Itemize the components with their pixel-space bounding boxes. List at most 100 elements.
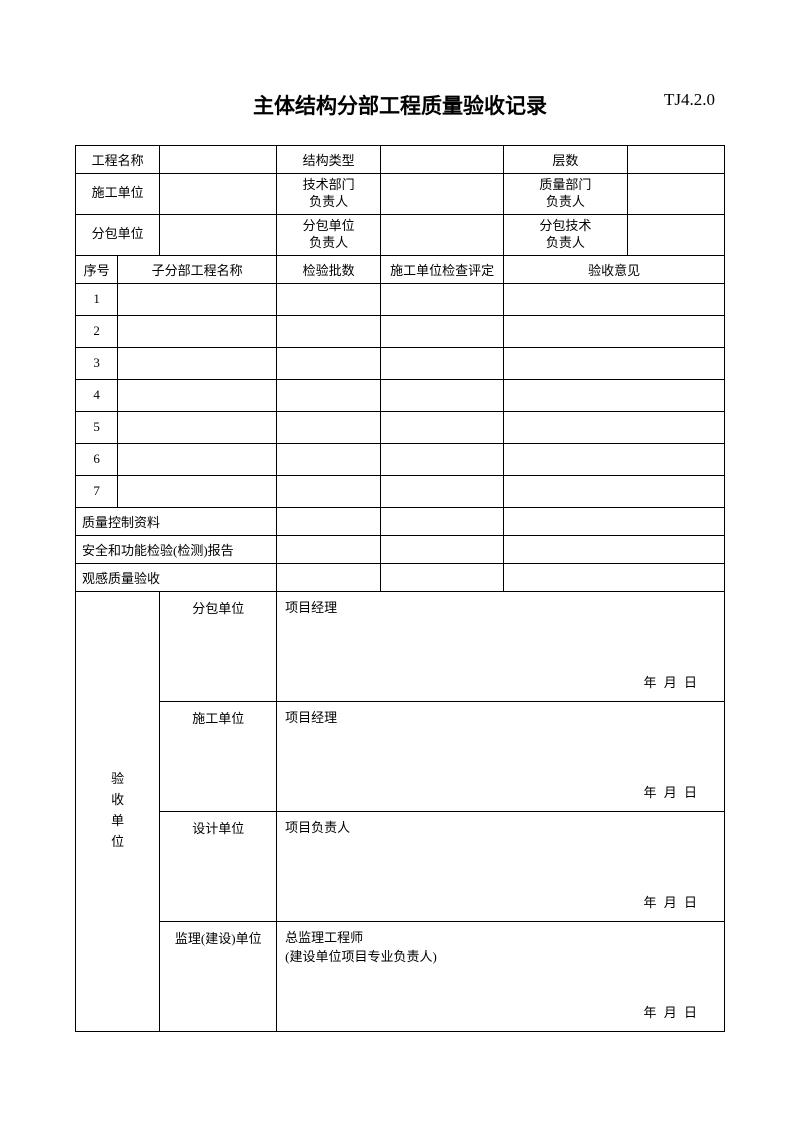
label-floors: 层数 [504,146,627,174]
table-row: 施工单位 技术部门 负责人 质量部门 负责人 [76,174,725,215]
value-cell [380,146,503,174]
table-row: 6 [76,443,725,475]
value-cell [277,535,381,563]
value-cell [118,379,277,411]
label-sub-person: 分包单位 负责人 [277,214,381,255]
value-cell [118,411,277,443]
table-row: 观感质量验收 [76,563,725,591]
signature-row: 监理(建设)单位 总监理工程师 (建设单位项目专业负责人) 年 月 日 [76,921,725,1031]
seq-cell: 5 [76,411,118,443]
label-sub-tech: 分包技术 负责人 [504,214,627,255]
value-cell [504,411,725,443]
table-row: 安全和功能检验(检测)报告 [76,535,725,563]
label-construction-unit: 施工单位 [76,174,160,215]
date-label: 年 月 日 [643,892,699,911]
role-label: 项目经理 [285,600,337,615]
table-row: 序号 子分部工程名称 检验批数 施工单位检查评定 验收意见 [76,255,725,283]
col-batches: 检验批数 [277,255,381,283]
value-cell [277,443,381,475]
value-cell [380,283,503,315]
value-cell [160,214,277,255]
value-cell [118,315,277,347]
signature-row: 施工单位 项目经理 年 月 日 [76,701,725,811]
value-cell [118,347,277,379]
table-row: 工程名称 结构类型 层数 [76,146,725,174]
value-cell [504,283,725,315]
main-table: 工程名称 结构类型 层数 施工单位 技术部门 负责人 质量部门 负责人 分包单位… [75,145,725,1032]
value-cell [380,315,503,347]
table-row: 3 [76,347,725,379]
label-subcontractor: 分包单位 [76,214,160,255]
page-title: 主体结构分部工程质量验收记录 [75,90,725,120]
label-supervision-unit: 监理(建设)单位 [160,921,277,1031]
role-label: 项目经理 [285,710,337,725]
col-seq: 序号 [76,255,118,283]
value-cell [380,411,503,443]
value-cell [160,146,277,174]
signature-area: 总监理工程师 (建设单位项目专业负责人) 年 月 日 [277,921,725,1031]
value-cell [277,475,381,507]
value-cell [277,347,381,379]
value-cell [627,214,724,255]
label-tech-dept: 技术部门 负责人 [277,174,381,215]
value-cell [380,563,503,591]
value-cell [277,379,381,411]
value-cell [118,475,277,507]
value-cell [504,507,725,535]
value-cell [380,507,503,535]
signature-area: 项目经理 年 月 日 [277,591,725,701]
label-quality-control: 质量控制资料 [76,507,277,535]
value-cell [380,475,503,507]
value-cell [380,174,503,215]
seq-cell: 3 [76,347,118,379]
value-cell [380,535,503,563]
value-cell [504,535,725,563]
date-label: 年 月 日 [643,672,699,691]
value-cell [627,174,724,215]
value-cell [380,347,503,379]
value-cell [277,315,381,347]
value-cell [380,379,503,411]
value-cell [380,443,503,475]
col-subproject: 子分部工程名称 [118,255,277,283]
col-inspection: 施工单位检查评定 [380,255,503,283]
value-cell [118,443,277,475]
value-cell [504,379,725,411]
table-row: 5 [76,411,725,443]
role-label: 总监理工程师 [285,930,363,945]
value-cell [160,174,277,215]
value-cell [504,475,725,507]
seq-cell: 6 [76,443,118,475]
date-label: 年 月 日 [643,1002,699,1021]
value-cell [277,411,381,443]
signature-row: 设计单位 项目负责人 年 月 日 [76,811,725,921]
value-cell [277,283,381,315]
seq-cell: 2 [76,315,118,347]
role-label: 项目负责人 [285,820,350,835]
table-row: 分包单位 分包单位 负责人 分包技术 负责人 [76,214,725,255]
value-cell [504,443,725,475]
date-label: 年 月 日 [643,782,699,801]
table-row: 7 [76,475,725,507]
seq-cell: 7 [76,475,118,507]
seq-cell: 4 [76,379,118,411]
table-row: 1 [76,283,725,315]
value-cell [504,315,725,347]
signature-area: 项目负责人 年 月 日 [277,811,725,921]
value-cell [277,563,381,591]
label-appearance: 观感质量验收 [76,563,277,591]
label-structure-type: 结构类型 [277,146,381,174]
value-cell [504,347,725,379]
seq-cell: 1 [76,283,118,315]
label-sub-unit: 分包单位 [160,591,277,701]
table-row: 4 [76,379,725,411]
label-quality-dept: 质量部门 负责人 [504,174,627,215]
value-cell [380,214,503,255]
table-row: 质量控制资料 [76,507,725,535]
value-cell [277,507,381,535]
doc-code: TJ4.2.0 [664,90,715,110]
label-design-unit: 设计单位 [160,811,277,921]
label-safety-function: 安全和功能检验(检测)报告 [76,535,277,563]
label-acceptance-unit: 验 收 单 位 [76,591,160,1031]
signature-area: 项目经理 年 月 日 [277,701,725,811]
